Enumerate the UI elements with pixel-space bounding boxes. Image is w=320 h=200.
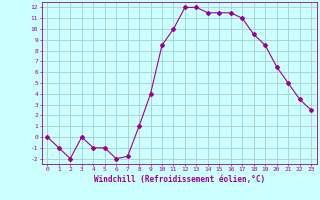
X-axis label: Windchill (Refroidissement éolien,°C): Windchill (Refroidissement éolien,°C) (94, 175, 265, 184)
